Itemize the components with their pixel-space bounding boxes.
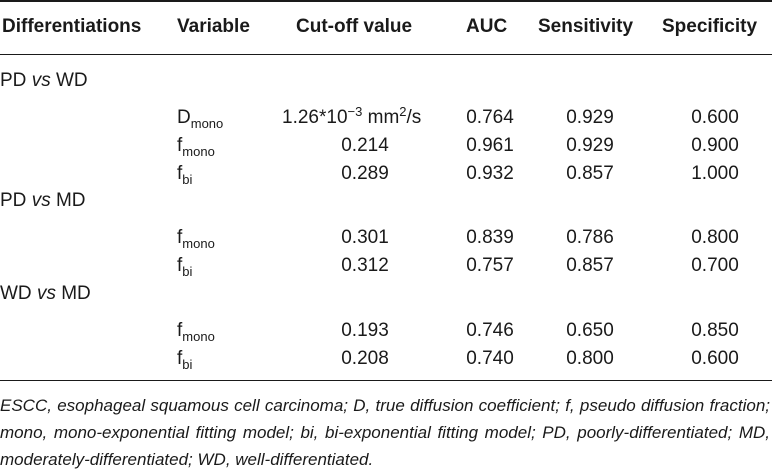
- auc-cell: 0.757: [466, 255, 514, 276]
- group-label: PD vs MD: [0, 190, 86, 211]
- cutoff-cell: 1.26*10−3 mm2/s: [282, 104, 422, 128]
- cutoff-cell: 0.301: [341, 227, 389, 248]
- header-specificity: Specificity: [662, 16, 758, 37]
- table-row: fmono 0.214 0.961 0.929 0.900: [0, 132, 772, 160]
- table-row: fmono 0.301 0.839 0.786 0.800: [0, 224, 772, 252]
- variable-cell: fmono: [177, 320, 215, 344]
- header-differentiations: Differentiations: [2, 16, 142, 37]
- table-row: fmono 0.193 0.746 0.650 0.850: [0, 317, 772, 345]
- table-footnote: ESCC, esophageal squamous cell carcinoma…: [0, 396, 770, 469]
- header-rule: [0, 54, 772, 55]
- auc-cell: 0.740: [466, 348, 514, 369]
- header-cutoff: Cut-off value: [296, 16, 413, 37]
- specificity-cell: 0.850: [691, 320, 739, 341]
- variable-cell: fbi: [177, 255, 193, 279]
- sensitivity-cell: 0.929: [566, 107, 614, 128]
- group-label: PD vs WD: [0, 70, 88, 91]
- sensitivity-cell: 0.650: [566, 320, 614, 341]
- variable-cell: fbi: [177, 348, 193, 372]
- auc-cell: 0.932: [466, 163, 514, 184]
- cutoff-cell: 0.312: [341, 255, 389, 276]
- variable-cell: fmono: [177, 135, 215, 159]
- auc-cell: 0.839: [466, 227, 514, 248]
- specificity-cell: 0.700: [691, 255, 739, 276]
- variable-cell: Dmono: [177, 107, 224, 131]
- specificity-cell: 0.600: [691, 107, 739, 128]
- auc-cell: 0.764: [466, 107, 514, 128]
- variable-cell: fmono: [177, 227, 215, 251]
- sensitivity-cell: 0.857: [566, 163, 614, 184]
- specificity-cell: 0.900: [691, 135, 739, 156]
- table-top-rule: [0, 0, 772, 2]
- header-variable: Variable: [177, 16, 250, 37]
- sensitivity-cell: 0.857: [566, 255, 614, 276]
- header-sensitivity: Sensitivity: [538, 16, 634, 37]
- variable-cell: fbi: [177, 163, 193, 187]
- cutoff-cell: 0.193: [341, 320, 389, 341]
- cutoff-cell: 0.214: [341, 135, 389, 156]
- auc-cell: 0.746: [466, 320, 514, 341]
- cutoff-cell: 0.208: [341, 348, 389, 369]
- table-bottom-rule: [0, 380, 772, 381]
- table-row: fbi 0.208 0.740 0.800 0.600: [0, 345, 772, 373]
- specificity-cell: 1.000: [691, 163, 739, 184]
- cutoff-cell: 0.289: [341, 163, 389, 184]
- sensitivity-cell: 0.929: [566, 135, 614, 156]
- sensitivity-cell: 0.800: [566, 348, 614, 369]
- group-label: WD vs MD: [0, 283, 91, 304]
- table-row: fbi 0.289 0.932 0.857 1.000: [0, 160, 772, 188]
- table-row: Dmono 1.26*10−3 mm2/s 0.764 0.929 0.600: [0, 104, 772, 132]
- specificity-cell: 0.800: [691, 227, 739, 248]
- header-auc: AUC: [466, 16, 508, 37]
- table-row: fbi 0.312 0.757 0.857 0.700: [0, 252, 772, 280]
- auc-cell: 0.961: [466, 135, 514, 156]
- sensitivity-cell: 0.786: [566, 227, 614, 248]
- specificity-cell: 0.600: [691, 348, 739, 369]
